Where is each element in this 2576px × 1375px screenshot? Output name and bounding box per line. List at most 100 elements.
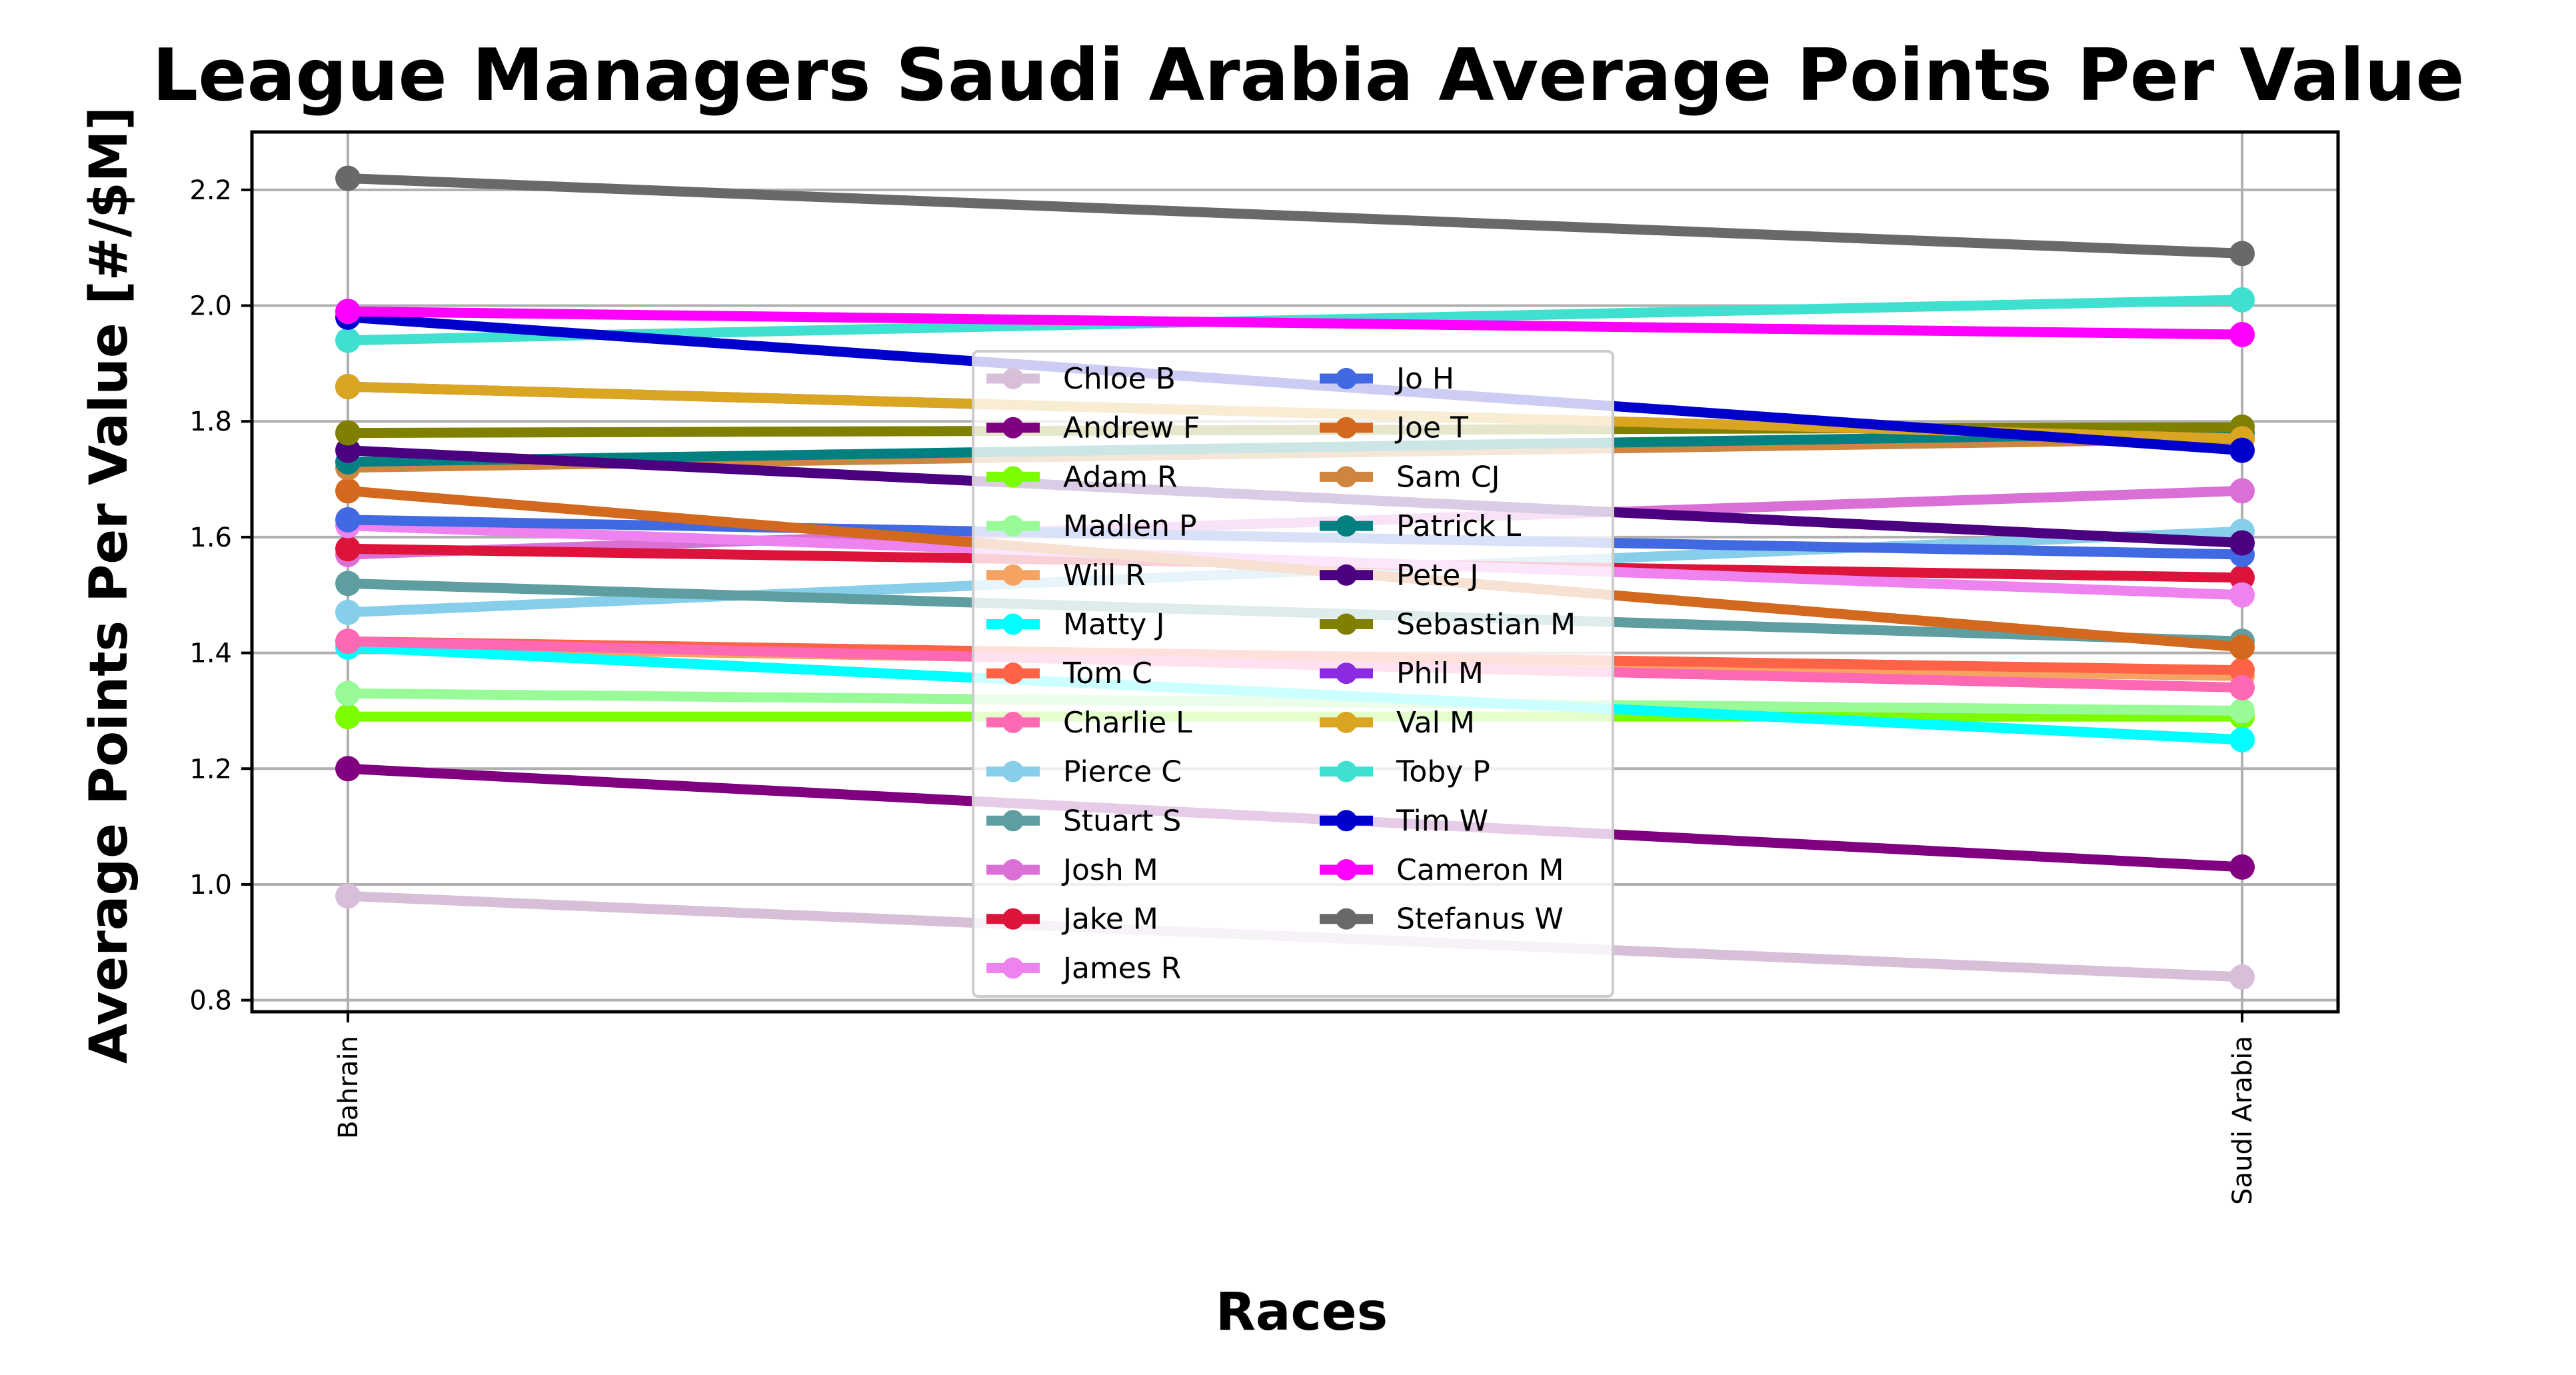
legend-swatch-marker [1002, 417, 1024, 439]
legend-item: Cameron M [1320, 853, 1564, 887]
legend-item: Stefanus W [1320, 902, 1564, 936]
legend-label: Sebastian M [1396, 608, 1576, 642]
data-point [335, 536, 361, 562]
series-stefanus-w [335, 165, 2255, 267]
legend-item: Sebastian M [1320, 608, 1576, 642]
data-point [335, 571, 361, 597]
x-axis-label: Races [1216, 1282, 1388, 1342]
data-point [335, 165, 361, 191]
data-point [2229, 287, 2255, 313]
y-tick-label: 1.2 [189, 754, 232, 784]
data-point [335, 327, 361, 353]
legend-swatch-marker [1002, 760, 1024, 782]
legend-item: Matty J [986, 608, 1164, 642]
legend-swatch-marker [1336, 613, 1357, 635]
legend-swatch-marker [1336, 564, 1357, 586]
legend-swatch-marker [1002, 466, 1024, 488]
legend-item: Patrick L [1320, 509, 1522, 543]
data-point [2229, 478, 2255, 504]
legend-item: Sam CJ [1320, 460, 1500, 494]
data-point [2229, 565, 2255, 591]
data-point [335, 599, 361, 625]
legend-label: Val M [1396, 706, 1475, 740]
legend-label: Madlen P [1063, 509, 1197, 543]
legend-item: Joe T [1320, 411, 1468, 445]
legend-swatch-marker [1002, 613, 1024, 635]
x-tick-label: Saudi Arabia [2227, 1036, 2258, 1205]
data-point [335, 420, 361, 446]
data-point [2229, 726, 2255, 752]
data-point [2229, 437, 2255, 463]
data-point [335, 478, 361, 504]
legend-swatch-marker [1002, 859, 1024, 880]
legend-label: Patrick L [1396, 509, 1522, 543]
legend-label: Tom C [1062, 657, 1152, 690]
data-point [2229, 634, 2255, 660]
legend-label: James R [1061, 951, 1181, 985]
data-point [335, 883, 361, 909]
data-point [2229, 321, 2255, 347]
legend-item: Adam R [986, 460, 1178, 494]
data-point [335, 681, 361, 706]
legend-label: Andrew F [1063, 411, 1200, 445]
data-point [335, 299, 361, 325]
plot-area-frame [250, 130, 2340, 1014]
axis-ticks: 0.8 1.0 1.2 1.4 1.6 1.8 2.0 2.2 Bahrain Saudi Ara… [189, 175, 2258, 1205]
legend-swatch-marker [1002, 515, 1024, 537]
data-point [335, 629, 361, 655]
legend: Chloe B Andrew F Adam R Madlen P Will R Matty… [972, 350, 1614, 998]
data-point [2229, 241, 2255, 267]
y-tick-label: 1.8 [189, 407, 232, 437]
legend-label: Pierce C [1063, 755, 1182, 789]
legend-swatch-marker [1336, 859, 1357, 880]
data-point [335, 704, 361, 730]
legend-label: Stuart S [1063, 804, 1181, 838]
legend-item: Charlie L [986, 706, 1192, 740]
legend-item: Andrew F [986, 411, 1200, 445]
legend-swatch-marker [1002, 368, 1024, 389]
legend-swatch-marker [1336, 711, 1357, 733]
legend-label: Charlie L [1063, 706, 1192, 740]
legend-swatch-marker [1002, 711, 1024, 733]
data-point [2229, 698, 2255, 724]
legend-item: James R [986, 951, 1181, 985]
legend-item: Jo H [1320, 362, 1454, 396]
y-tick-label: 0.8 [189, 986, 232, 1016]
y-tick-label: 2.2 [189, 175, 232, 206]
data-point [335, 437, 361, 463]
x-tick-label: Bahrain [333, 1036, 364, 1139]
legend-label: Joe T [1394, 411, 1468, 445]
data-point [335, 374, 361, 400]
legend-label: Sam CJ [1396, 460, 1500, 494]
legend-label: Will R [1063, 559, 1146, 593]
legend-label: Tim W [1396, 804, 1488, 838]
data-point [335, 756, 361, 782]
chart-title: League Managers Saudi Arabia Average Poi… [152, 34, 2464, 117]
data-point [2229, 582, 2255, 608]
legend-item: Jake M [986, 902, 1158, 936]
legend-label: Chloe B [1063, 362, 1176, 396]
legend-item: Tom C [986, 657, 1152, 690]
data-point [2229, 675, 2255, 700]
legend-swatch-marker [1336, 466, 1357, 488]
legend-item: Stuart S [986, 804, 1181, 838]
legend-label: Matty J [1063, 608, 1164, 642]
legend-swatch-marker [1002, 810, 1024, 832]
data-point [2229, 530, 2255, 556]
legend-label: Josh M [1061, 853, 1158, 887]
legend-swatch-marker [1336, 417, 1357, 439]
legend-item: Madlen P [986, 509, 1197, 543]
y-tick-label: 1.6 [189, 523, 232, 553]
data-point [2229, 657, 2255, 683]
data-point [335, 507, 361, 533]
legend-label: Cameron M [1396, 853, 1564, 887]
legend-swatch-marker [1002, 957, 1024, 979]
legend-item: Val M [1320, 706, 1475, 740]
y-tick-label: 1.4 [189, 639, 232, 669]
legend-item: Phil M [1320, 657, 1484, 690]
y-tick-label: 1.0 [189, 870, 232, 900]
legend-label: Stefanus W [1396, 902, 1564, 936]
legend-label: Phil M [1396, 657, 1484, 690]
legend-item: Pierce C [986, 755, 1182, 789]
series-cameron-m [335, 299, 2255, 347]
